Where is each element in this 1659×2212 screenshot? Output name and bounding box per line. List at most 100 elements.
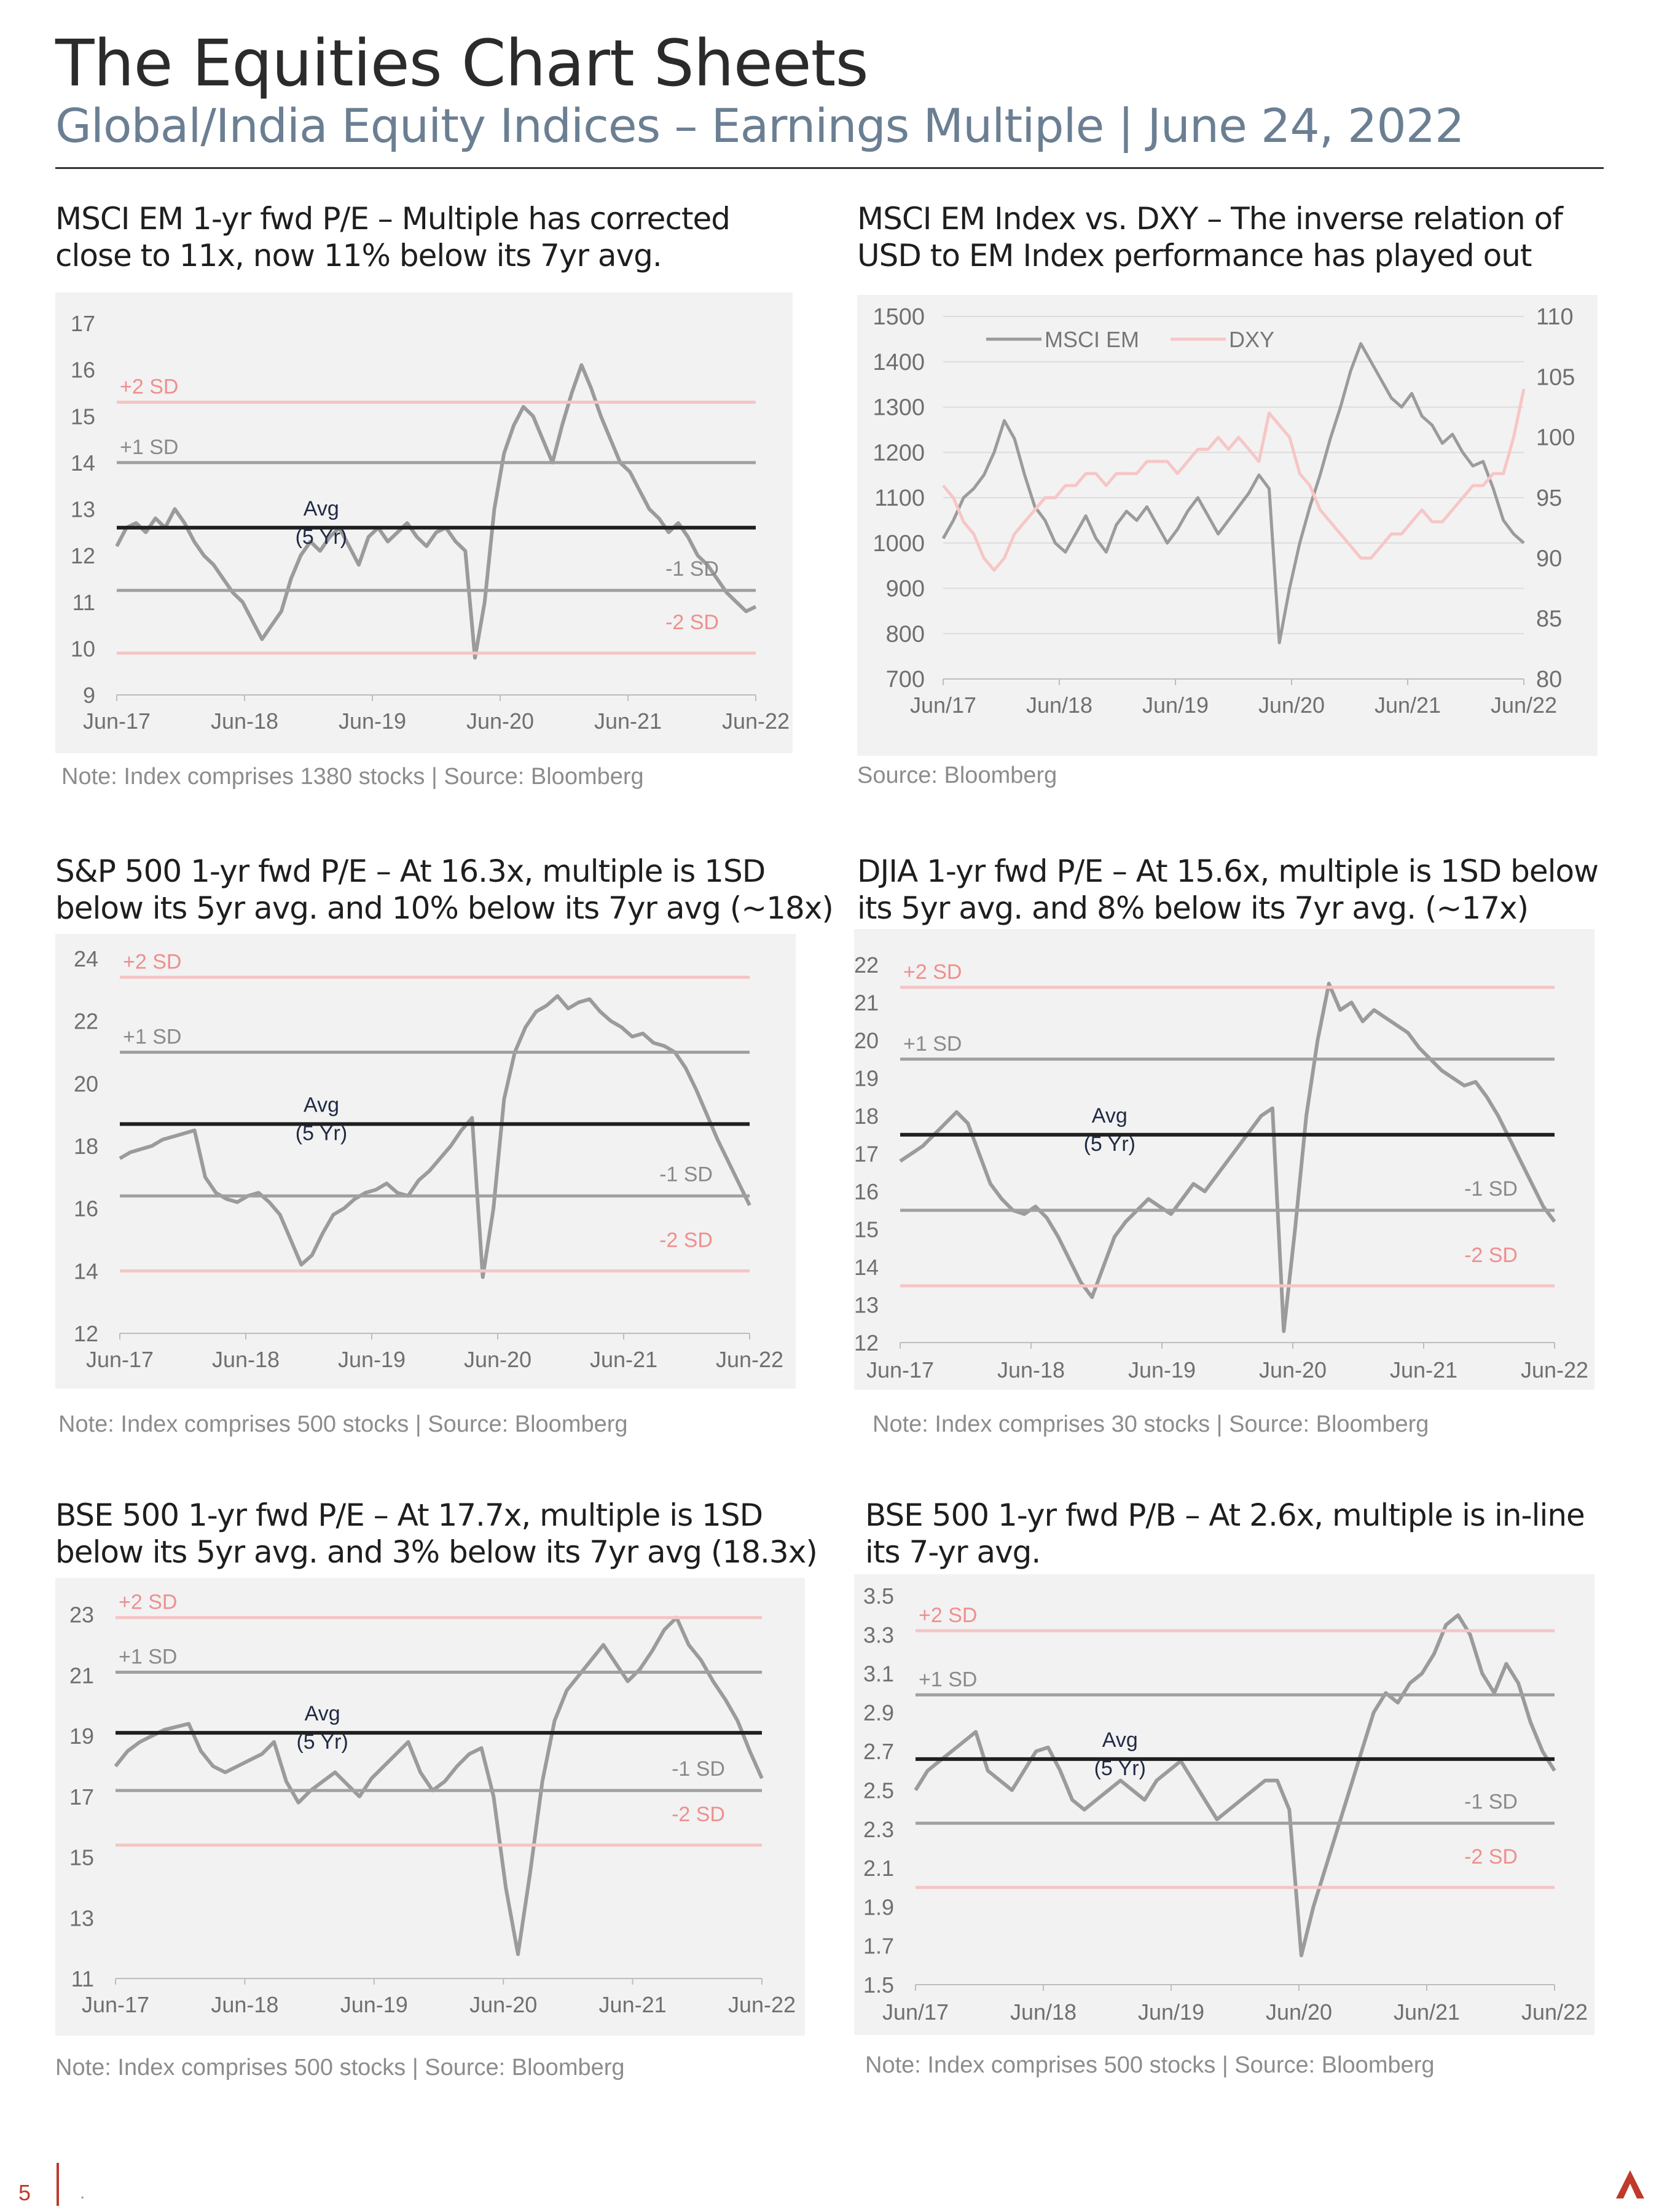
y-tick-label-right: 80 [1536, 667, 1562, 692]
x-tick-label: Jun-21 [1390, 1357, 1457, 1382]
y-tick-label: 17 [71, 311, 95, 336]
y-tick-label: 10 [71, 636, 95, 661]
y-tick-label: 16 [74, 1196, 98, 1222]
x-tick-label: Jun-19 [338, 1347, 406, 1372]
y-tick-label: 9 [83, 683, 95, 708]
y-tick-label: 21 [69, 1663, 94, 1688]
panel-title-line: S&P 500 1-yr fwd P/E – At 16.3x, multipl… [55, 853, 766, 889]
y-tick-label: 11 [71, 1966, 94, 1991]
y-tick-label: 14 [74, 1258, 98, 1284]
x-tick-label: Jun/20 [1258, 692, 1325, 718]
x-tick-label: Jun-20 [469, 1992, 537, 2017]
x-tick-label: Jun-18 [211, 708, 278, 734]
chart-svg: Jun/17 Jun/18 Jun/19 Jun/20 Jun/21 Jun/22 1.5 1… [863, 1583, 1588, 2025]
page-title: The Equities Chart Sheets [55, 26, 869, 101]
y-tick-label: 20 [74, 1071, 98, 1096]
y-tick-label: 12 [854, 1330, 879, 1355]
x-tick-label: Jun-20 [464, 1347, 531, 1372]
avg-label: Avg [304, 497, 339, 520]
y-tick-label: 13 [854, 1293, 879, 1318]
avg-label: Avg [304, 1093, 339, 1116]
y-tick-label: 18 [854, 1104, 879, 1129]
sd-label: -1 SD [1464, 1790, 1518, 1813]
chart-msci-em-dxy: Jun/17 Jun/18 Jun/19 Jun/20 Jun/21 Jun/22 700 8… [857, 295, 1598, 756]
y-tick-label: 14 [71, 450, 95, 476]
sd-label: -1 SD [672, 1757, 725, 1781]
y-tick-label: 2.5 [863, 1778, 894, 1803]
sd-label: -2 SD [672, 1803, 725, 1826]
x-tick-label: Jun-21 [590, 1347, 657, 1372]
x-tick-label: Jun-22 [722, 708, 790, 734]
sd-label: -1 SD [665, 557, 719, 581]
x-tick-label: Jun/19 [1138, 1999, 1204, 2025]
y-tick-label: 22 [854, 952, 879, 978]
x-tick-label: Jun/22 [1521, 1999, 1588, 2025]
y-tick-label: 15 [854, 1217, 879, 1242]
panel-title-line: its 5yr avg. and 8% below its 7yr avg. (… [857, 890, 1529, 926]
series-line [115, 363, 757, 660]
x-tick-label: Jun/21 [1375, 692, 1441, 718]
chart-legend: MSCI EM DXY [986, 327, 1274, 352]
y-tick-label: 3.5 [863, 1583, 894, 1609]
y-tick-label: 12 [74, 1321, 98, 1346]
x-tick-label: Jun-21 [599, 1992, 667, 2017]
series-line [899, 981, 1556, 1333]
y-tick-label-right: 100 [1536, 425, 1575, 451]
y-tick-label: 24 [74, 946, 98, 971]
x-tick-label: Jun-19 [1128, 1357, 1196, 1382]
y-tick-label: 23 [69, 1602, 94, 1628]
x-tick-label: Jun-22 [716, 1347, 783, 1372]
y-tick-label: 20 [854, 1028, 879, 1053]
y-tick-label: 19 [69, 1724, 94, 1749]
y-tick-label: 2.1 [863, 1856, 894, 1881]
panel-title-line: its 7-yr avg. [865, 1534, 1041, 1570]
y-tick-label-right: 110 [1536, 304, 1574, 330]
y-tick-label: 3.3 [863, 1622, 894, 1647]
panel-note: Source: Bloomberg [857, 763, 1057, 788]
sd-label: -1 SD [659, 1163, 713, 1186]
y-tick-label: 1.9 [863, 1894, 894, 1920]
msci-em-series-line [941, 342, 1525, 645]
footer-bar [57, 2163, 59, 2206]
y-tick-label: 12 [71, 543, 95, 568]
sd-label: -1 SD [1464, 1177, 1518, 1201]
legend-label: DXY [1229, 327, 1274, 352]
x-tick-label: Jun/17 [882, 1999, 949, 2025]
y-tick-label: 2.9 [863, 1700, 894, 1725]
x-tick-label: Jun/18 [1010, 1999, 1077, 2025]
y-tick-label: 13 [69, 1905, 94, 1931]
chart-svg: Jun-17 Jun-18 Jun-19 Jun-20 Jun-21 Jun-22 12 13… [854, 952, 1588, 1382]
x-tick-label: Jun-20 [466, 708, 534, 734]
sd-label: +1 SD [903, 1032, 962, 1056]
sd-label: +2 SD [903, 960, 962, 984]
chart-svg: Jun-17 Jun-18 Jun-19 Jun-20 Jun-21 Jun-22 11 13… [69, 1591, 796, 2017]
header-divider [55, 167, 1604, 169]
y-tick-label-right: 90 [1536, 546, 1562, 571]
panel-title-line: below its 5yr avg. and 3% below its 7yr … [55, 1534, 818, 1570]
avg-label: (5 Yr) [1094, 1757, 1146, 1780]
dxy-series-line [942, 388, 1526, 572]
y-tick-label-left: 1500 [873, 304, 925, 330]
sd-label: +2 SD [120, 375, 178, 399]
x-tick-label: Jun-19 [339, 708, 406, 734]
panel-title-bse500-pe: BSE 500 1-yr fwd P/E – At 17.7x, multipl… [55, 1497, 818, 1571]
avg-label: Avg [1102, 1728, 1138, 1752]
y-tick-label: 16 [854, 1179, 879, 1204]
panel-note: Note: Index comprises 30 stocks | Source… [873, 1411, 1429, 1437]
y-tick-label-left: 1000 [873, 531, 925, 557]
y-tick-label-left: 1300 [873, 395, 925, 421]
x-tick-label: Jun-17 [866, 1357, 934, 1382]
y-tick-label: 15 [69, 1845, 94, 1870]
y-tick-label: 1.7 [863, 1934, 894, 1959]
panel-title-line: USD to EM Index performance has played o… [857, 238, 1532, 273]
y-tick-label: 19 [854, 1066, 879, 1091]
page-subtitle: Global/India Equity Indices – Earnings M… [55, 98, 1464, 153]
y-tick-label-right: 85 [1536, 606, 1562, 632]
x-tick-label: Jun-18 [997, 1357, 1065, 1382]
y-tick-label: 1.5 [863, 1972, 894, 1998]
avg-label: Avg [305, 1702, 340, 1725]
panel-title-djia-pe: DJIA 1-yr fwd P/E – At 15.6x, multiple i… [857, 853, 1599, 927]
x-tick-label: Jun/19 [1142, 692, 1209, 718]
y-tick-label-left: 1200 [873, 440, 925, 466]
chart-svg: Jun-17 Jun-18 Jun-19 Jun-20 Jun-21 Jun-22 9 10 1… [71, 311, 790, 734]
